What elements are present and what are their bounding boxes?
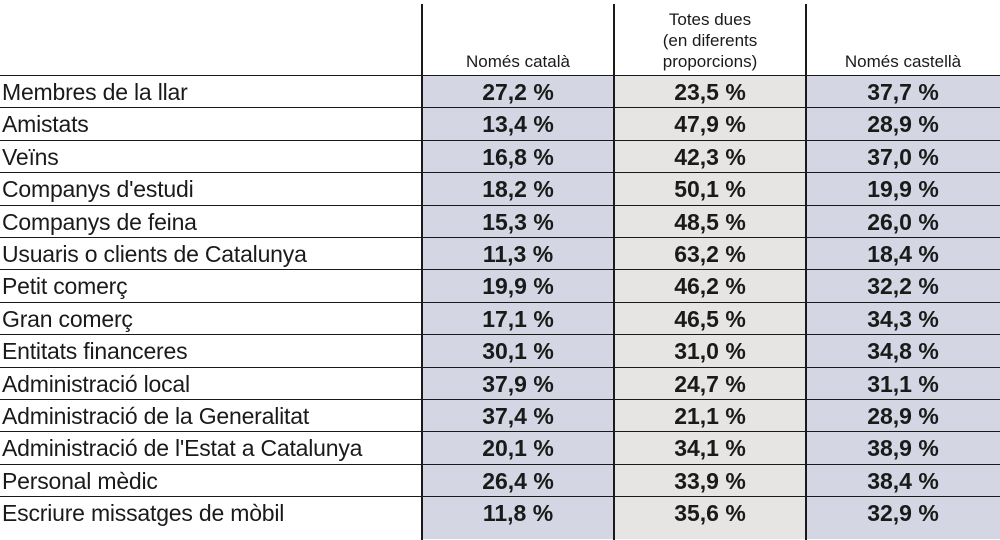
row-label: Administració local xyxy=(2,370,190,397)
value-cell: 26,0 % xyxy=(867,208,939,235)
value-cell: 63,2 % xyxy=(674,241,746,267)
castella-column-background xyxy=(806,75,1000,539)
row-label: Companys d'estudi xyxy=(2,176,194,203)
table-row: Veïns 16,8 % 42,3 % 37,0 % xyxy=(0,139,1000,172)
value-cell: 35,6 % xyxy=(674,500,746,527)
row-label: Administració de la Generalitat xyxy=(2,403,310,429)
table-row: Administració de l'Estat a Catalunya 20,1… xyxy=(0,431,1000,463)
header-nomes-castella: Només castellà xyxy=(806,0,1000,74)
row-label: Personal mèdic xyxy=(2,467,158,494)
table-row: Amistats 13,4 % 47,9 % 28,9 % xyxy=(0,107,1000,139)
row-label: Petit comerç xyxy=(2,273,128,300)
table-row: Personal mèdic 26,4 % 33,9 % 38,4 % xyxy=(0,463,1000,496)
table-row: Usuaris o clients de Catalunya 11,3 % 63,2… xyxy=(0,237,1000,269)
row-label: Amistats xyxy=(2,111,89,138)
value-cell: 21,1 % xyxy=(674,403,746,429)
table-row: Administració de la Generalitat 37,4 % 21,… xyxy=(0,399,1000,431)
row-label: Escriure missatges de mòbil xyxy=(2,500,285,527)
value-cell: 27,2 % xyxy=(482,79,554,105)
row-label: Veïns xyxy=(2,143,59,170)
value-cell: 19,9 % xyxy=(867,176,939,203)
value-cell: 38,9 % xyxy=(867,435,939,462)
value-cell: 38,4 % xyxy=(867,467,939,494)
value-cell: 32,2 % xyxy=(867,273,939,300)
value-cell: 18,2 % xyxy=(482,176,554,203)
header-nomes-catala: Només català xyxy=(422,0,614,74)
row-label: Membres de la llar xyxy=(2,79,188,105)
header-nomes-catala-text: Només català xyxy=(466,52,570,71)
table-row: Escriure missatges de mòbil 11,8 % 35,6 % 3… xyxy=(0,496,1000,528)
value-cell: 46,2 % xyxy=(674,273,746,300)
value-cell: 20,1 % xyxy=(482,435,554,462)
value-cell: 32,9 % xyxy=(867,500,939,527)
value-cell: 33,9 % xyxy=(674,467,746,494)
value-cell: 37,4 % xyxy=(482,403,554,429)
value-cell: 47,9 % xyxy=(674,111,746,138)
value-cell: 34,3 % xyxy=(867,305,939,332)
value-cell: 15,3 % xyxy=(482,208,554,235)
value-cell: 37,0 % xyxy=(867,143,939,170)
header-totes-dues-line-2: (en diferents xyxy=(662,31,758,50)
value-cell: 30,1 % xyxy=(482,338,554,365)
row-label: Companys de feina xyxy=(2,208,197,235)
value-cell: 50,1 % xyxy=(674,176,746,203)
value-cell: 31,1 % xyxy=(867,370,939,397)
both-column-background xyxy=(614,75,806,539)
table-row: Membres de la llar 27,2 % 23,5 % 37,7 % xyxy=(0,75,1000,107)
value-cell: 24,7 % xyxy=(674,370,746,397)
value-cell: 11,3 % xyxy=(482,241,554,267)
value-cell: 28,9 % xyxy=(867,403,939,429)
header-totes-dues-line-3: proporcions) xyxy=(662,52,758,71)
row-label: Administració de l'Estat a Catalunya xyxy=(2,435,363,462)
column-divider-1 xyxy=(421,4,423,540)
column-divider-3 xyxy=(805,4,807,540)
table-row: Petit comerç 19,9 % 46,2 % 32,2 % xyxy=(0,269,1000,301)
value-cell: 17,1 % xyxy=(482,305,554,332)
value-cell: 16,8 % xyxy=(482,143,554,170)
table-row: Entitats financeres 30,1 % 31,0 % 34,8 % xyxy=(0,334,1000,366)
value-cell: 37,7 % xyxy=(867,79,939,105)
table-row: Companys de feina 15,3 % 48,5 % 26,0 % xyxy=(0,204,1000,237)
row-label: Entitats financeres xyxy=(2,338,188,365)
catala-column-background xyxy=(422,75,614,539)
table-row: Companys d'estudi 18,2 % 50,1 % 19,9 % xyxy=(0,172,1000,204)
value-cell: 28,9 % xyxy=(867,111,939,138)
value-cell: 13,4 % xyxy=(482,111,554,138)
value-cell: 23,5 % xyxy=(674,79,746,105)
header-totes-dues-line-1: Totes dues xyxy=(668,10,752,29)
header-totes-dues: Totes dues (en diferents proporcions) xyxy=(614,0,806,74)
value-cell: 19,9 % xyxy=(482,273,554,300)
value-cell: 42,3 % xyxy=(674,143,746,170)
row-label: Usuaris o clients de Catalunya xyxy=(2,241,307,267)
value-cell: 34,8 % xyxy=(867,338,939,365)
table-row: Gran comerç 17,1 % 46,5 % 34,3 % xyxy=(0,301,1000,334)
value-cell: 46,5 % xyxy=(674,305,746,332)
table-row: Administració local 37,9 % 24,7 % 31,1 % xyxy=(0,366,1000,399)
value-cell: 18,4 % xyxy=(867,241,939,267)
value-cell: 34,1 % xyxy=(674,435,746,462)
value-cell: 26,4 % xyxy=(482,467,554,494)
value-cell: 31,0 % xyxy=(674,338,746,365)
row-label: Gran comerç xyxy=(2,305,133,332)
value-cell: 11,8 % xyxy=(482,500,554,527)
header-nomes-castella-text: Només castellà xyxy=(844,52,962,71)
value-cell: 48,5 % xyxy=(674,208,746,235)
column-divider-2 xyxy=(613,4,615,540)
value-cell: 37,9 % xyxy=(482,370,554,397)
